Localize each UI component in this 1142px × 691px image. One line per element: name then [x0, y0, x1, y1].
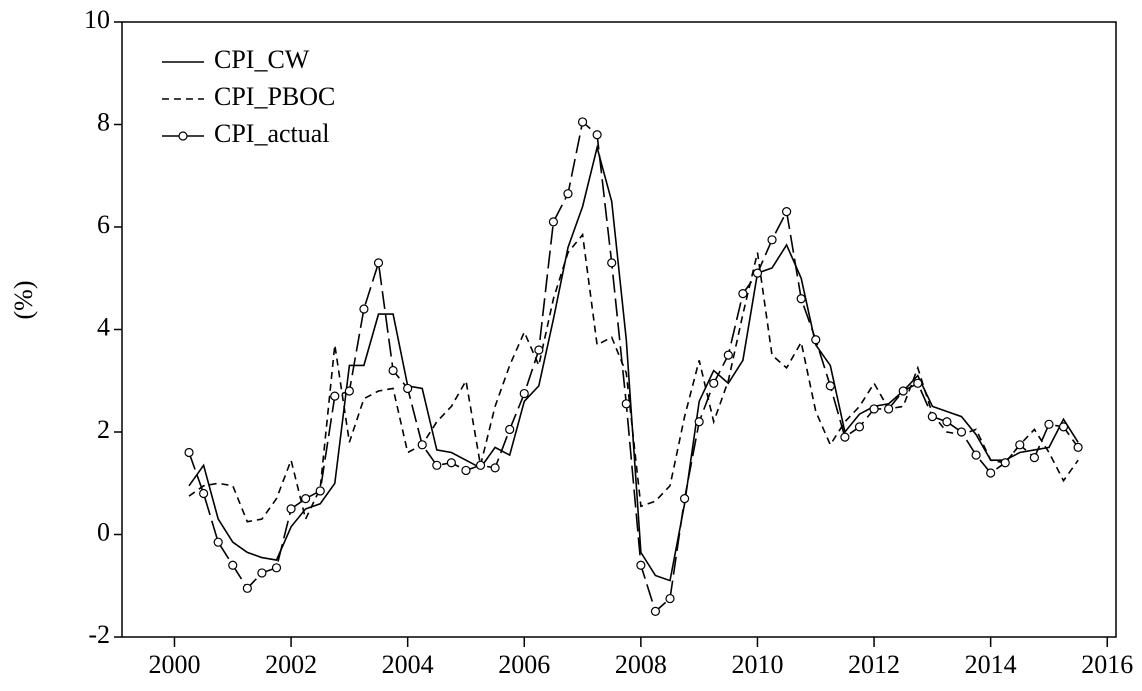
point [228, 560, 238, 570]
point [869, 404, 879, 414]
point [505, 424, 515, 435]
point [752, 268, 763, 278]
y-tick-label: 10 [84, 5, 110, 34]
x-tick-label: 2014 [965, 650, 1017, 679]
x-tick-label: 2000 [148, 650, 200, 679]
series-line [188, 144, 1079, 582]
legend-marker [178, 131, 188, 141]
point [315, 486, 325, 496]
point [854, 422, 865, 432]
point [286, 504, 296, 514]
point [534, 345, 544, 355]
point [446, 458, 456, 468]
point [388, 365, 398, 376]
y-tick-label: 0 [97, 517, 110, 546]
x-tick-label: 2006 [498, 650, 550, 679]
x-tick-label: 2012 [848, 650, 900, 679]
point [679, 494, 690, 504]
y-tick-label: 4 [97, 312, 110, 341]
point [475, 460, 486, 470]
point [548, 217, 559, 227]
point [898, 386, 908, 396]
legend-label: CPI_actual [214, 119, 330, 148]
point [490, 463, 500, 473]
point [665, 593, 675, 604]
point [301, 494, 311, 504]
x-tick-label: 2008 [615, 650, 667, 679]
series-line [188, 232, 1079, 523]
point [184, 447, 194, 458]
point [986, 468, 996, 478]
point [257, 568, 267, 578]
point [271, 563, 282, 573]
point [636, 560, 646, 570]
point [1073, 442, 1083, 452]
point [417, 440, 427, 450]
point [884, 404, 894, 414]
point [694, 417, 704, 427]
point [767, 235, 777, 245]
point [213, 537, 223, 547]
point [577, 117, 588, 127]
x-tick-label: 2010 [731, 650, 783, 679]
point [621, 399, 631, 409]
point [1015, 440, 1025, 450]
series-line [188, 120, 1079, 613]
point [403, 383, 413, 394]
point [650, 606, 661, 616]
legend-label: CPI_PBOC [214, 82, 335, 111]
point [563, 189, 573, 199]
point [1044, 419, 1054, 429]
point [811, 335, 821, 345]
point [738, 289, 748, 299]
point [942, 417, 952, 427]
point [607, 258, 617, 268]
point [796, 294, 806, 304]
legend-label: CPI_CW [214, 45, 310, 74]
point [927, 412, 937, 422]
point [519, 388, 529, 399]
y-axis-label: (%) [9, 281, 38, 320]
point [199, 488, 209, 499]
point [359, 304, 369, 314]
point [825, 381, 835, 391]
point [344, 386, 354, 396]
point [782, 207, 792, 217]
point [242, 583, 252, 593]
point [723, 350, 733, 360]
point [1058, 422, 1069, 432]
y-tick-label: -2 [88, 620, 110, 649]
x-tick-label: 2004 [382, 650, 434, 679]
point [840, 432, 850, 442]
point [709, 378, 719, 388]
point [913, 378, 923, 388]
x-tick-label: 2002 [265, 650, 317, 679]
y-tick-label: 6 [97, 210, 110, 239]
point [956, 427, 967, 437]
point [971, 450, 981, 460]
x-tick-label: 2016 [1081, 650, 1133, 679]
point [592, 130, 602, 140]
point [432, 460, 442, 470]
point [1000, 458, 1010, 468]
point [1029, 453, 1039, 463]
point [330, 391, 340, 401]
y-tick-label: 8 [97, 107, 110, 136]
point [461, 465, 471, 476]
y-tick-label: 2 [97, 415, 110, 444]
point [373, 258, 384, 268]
